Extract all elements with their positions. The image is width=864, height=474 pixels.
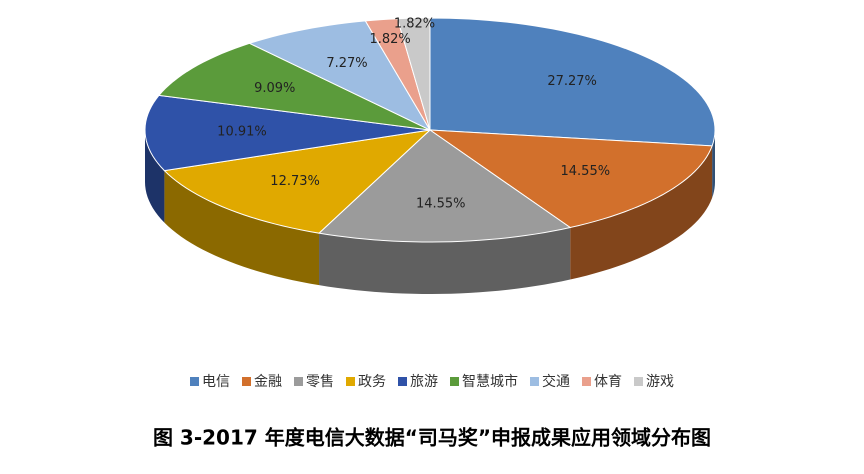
data-label: 14.55%	[561, 164, 611, 179]
slice	[429, 17, 716, 147]
data-label: 7.27%	[326, 56, 367, 71]
slice	[248, 20, 432, 132]
slice-side	[145, 130, 165, 223]
caption: 图 3-2017 年度电信大数据“司马奖”申报成果应用领域分布图	[153, 426, 711, 450]
legend-label: 政务	[358, 374, 386, 390]
legend-swatch	[294, 377, 303, 386]
slice	[163, 129, 432, 234]
data-label: 27.27%	[547, 74, 597, 89]
legend-label: 体育	[594, 374, 622, 390]
slice	[144, 94, 431, 172]
pie-sides	[145, 130, 715, 294]
legend-swatch	[530, 377, 539, 386]
data-label: 1.82%	[369, 32, 410, 47]
slice-side	[164, 170, 320, 286]
slice-side	[319, 227, 571, 294]
legend-label: 金融	[254, 374, 282, 390]
data-label: 1.82%	[394, 16, 435, 31]
legend-label: 零售	[306, 374, 334, 390]
pie-tops	[144, 17, 716, 243]
data-label: 12.73%	[270, 174, 320, 189]
slice-side	[712, 130, 715, 198]
slice	[317, 129, 572, 243]
legend: 电信 金融 零售 政务 旅游 智慧城市 交通 体育 游戏	[190, 373, 674, 390]
legend-label: 游戏	[646, 374, 674, 390]
data-label: 14.55%	[416, 196, 466, 211]
legend-label: 旅游	[410, 374, 438, 390]
slice	[157, 42, 431, 131]
legend-swatch	[582, 377, 591, 386]
legend-swatch	[346, 377, 355, 386]
slice	[428, 129, 713, 229]
legend-swatch	[450, 377, 459, 386]
legend-label: 智慧城市	[462, 373, 518, 390]
legend-swatch	[242, 377, 251, 386]
legend-label: 交通	[542, 373, 570, 390]
legend-label: 电信	[202, 374, 230, 390]
slice	[396, 17, 431, 131]
legend-swatch	[398, 377, 407, 386]
legend-swatch	[190, 377, 199, 386]
data-label: 9.09%	[254, 81, 295, 96]
pie-labels: 27.27% 14.55% 14.55% 12.73% 10.91% 9.09% 7.27%…	[217, 16, 610, 211]
data-label: 10.91%	[217, 125, 267, 140]
legend-swatch	[634, 377, 643, 386]
slice-side	[570, 145, 713, 280]
